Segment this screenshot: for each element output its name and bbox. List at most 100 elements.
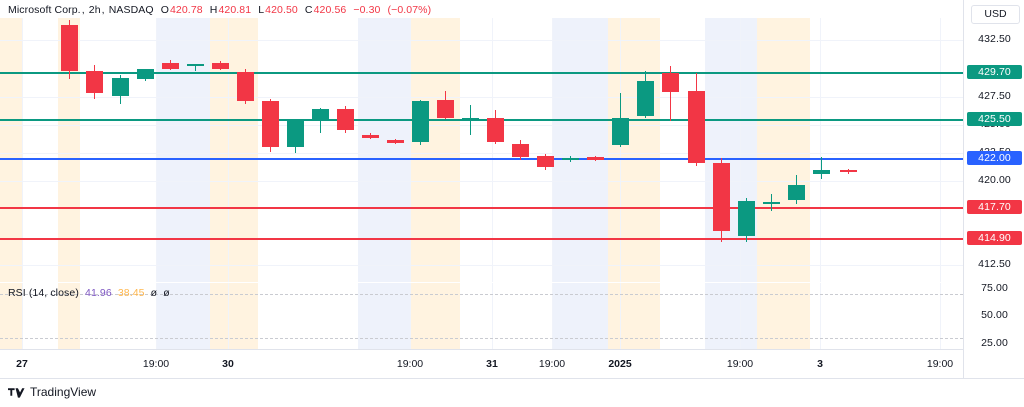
gridline-vertical xyxy=(620,283,621,349)
gridline-vertical xyxy=(820,283,821,349)
candle-body xyxy=(186,64,204,67)
candlestick[interactable] xyxy=(787,18,805,282)
currency-badge[interactable]: USD xyxy=(971,5,1020,24)
candle-wick xyxy=(195,64,196,71)
rsi-title[interactable]: RSI (14, close) xyxy=(8,287,79,299)
candlestick[interactable] xyxy=(111,18,129,282)
gridline-vertical xyxy=(410,283,411,349)
gridline-horizontal xyxy=(0,153,963,154)
gridline-vertical xyxy=(940,18,941,282)
candle-body xyxy=(461,117,479,120)
candle-body xyxy=(561,158,579,161)
candlestick[interactable] xyxy=(486,18,504,282)
candlestick[interactable] xyxy=(85,18,103,282)
candle-body xyxy=(536,156,554,168)
rsi-band-line xyxy=(0,338,963,339)
candlestick[interactable] xyxy=(336,18,354,282)
candle-wick xyxy=(670,66,671,122)
candle-body xyxy=(286,120,304,148)
candlestick[interactable] xyxy=(311,18,329,282)
price-level-line[interactable] xyxy=(0,158,963,160)
candlestick[interactable] xyxy=(261,18,279,282)
candlestick[interactable] xyxy=(411,18,429,282)
price-level-line[interactable] xyxy=(0,207,963,209)
price-level-tag[interactable]: 425.50 xyxy=(967,112,1022,127)
gridline-horizontal xyxy=(0,181,963,182)
price-chart-pane[interactable] xyxy=(0,18,963,282)
chart-legend[interactable]: Microsoft Corp., 2h, NASDAQ O420.78 H420… xyxy=(8,4,432,16)
candle-wick xyxy=(821,157,822,179)
price-level-line[interactable] xyxy=(0,238,963,240)
legend-open-value: 420.78 xyxy=(169,4,203,16)
candlestick[interactable] xyxy=(712,18,730,282)
session-band xyxy=(210,283,258,349)
price-level-line[interactable] xyxy=(0,72,963,74)
legend-close-label: C xyxy=(304,4,313,16)
candlestick[interactable] xyxy=(561,18,579,282)
gridline-horizontal xyxy=(0,265,963,266)
session-band xyxy=(0,18,22,282)
candlestick[interactable] xyxy=(687,18,705,282)
candlestick[interactable] xyxy=(762,18,780,282)
candlestick[interactable] xyxy=(611,18,629,282)
price-level-tag[interactable]: 429.70 xyxy=(967,64,1022,79)
candlestick[interactable] xyxy=(361,18,379,282)
price-level-tag[interactable]: 417.70 xyxy=(967,199,1022,214)
candle-body xyxy=(762,202,780,205)
candle-body xyxy=(411,101,429,142)
time-tick-label: 19:00 xyxy=(926,358,954,370)
candle-body xyxy=(161,62,179,69)
candlestick[interactable] xyxy=(186,18,204,282)
candle-body xyxy=(486,117,504,142)
candlestick[interactable] xyxy=(636,18,654,282)
candlestick[interactable] xyxy=(586,18,604,282)
rsi-value: 41.96 xyxy=(85,287,112,299)
candlestick[interactable] xyxy=(136,18,154,282)
session-band xyxy=(22,18,58,282)
candlestick[interactable] xyxy=(386,18,404,282)
candlestick[interactable] xyxy=(812,18,830,282)
tradingview-logo[interactable]: TradingView xyxy=(8,385,96,399)
candlestick[interactable] xyxy=(236,18,254,282)
price-level-tag[interactable]: 422.00 xyxy=(967,151,1022,166)
candle-body xyxy=(712,162,730,232)
candle-body xyxy=(511,143,529,158)
time-scale[interactable]: 27 19:00 30 19:00 31 19:00 2025 19:00 3 19:00 xyxy=(0,349,963,379)
legend-high-value: 420.81 xyxy=(218,4,252,16)
price-scale[interactable]: USD 432.50427.50425.00422.50420.00412.50… xyxy=(963,0,1024,406)
time-tick-label: 30 xyxy=(222,358,234,370)
candle-body xyxy=(586,157,604,160)
candlestick[interactable] xyxy=(60,18,78,282)
rsi-indicator-pane[interactable] xyxy=(0,283,963,349)
session-band xyxy=(705,283,757,349)
legend-symbol[interactable]: Microsoft Corp. xyxy=(8,4,81,16)
legend-change: −0.30 xyxy=(353,4,381,16)
candlestick[interactable] xyxy=(436,18,454,282)
time-tick-label: 19:00 xyxy=(726,358,754,370)
candlestick[interactable] xyxy=(286,18,304,282)
candle-body xyxy=(636,80,654,116)
session-band xyxy=(757,283,810,349)
time-tick-label: 2025 xyxy=(608,358,632,370)
candlestick[interactable] xyxy=(461,18,479,282)
candlestick[interactable] xyxy=(839,18,857,282)
candlestick[interactable] xyxy=(161,18,179,282)
candle-body xyxy=(236,71,254,102)
rsi-legend[interactable]: RSI (14, close) 41.96 38.45 ø ø xyxy=(8,287,170,299)
bottom-bar: TradingView xyxy=(0,378,1024,407)
candlestick[interactable] xyxy=(661,18,679,282)
candle-body xyxy=(611,117,629,145)
tradingview-brand-text: TradingView xyxy=(30,385,97,399)
gridline-vertical xyxy=(552,283,553,349)
price-level-tag[interactable]: 414.90 xyxy=(967,231,1022,246)
price-level-line[interactable] xyxy=(0,119,963,121)
legend-change-percent: (−0.07%) xyxy=(387,4,432,16)
candlestick[interactable] xyxy=(737,18,755,282)
candlestick[interactable] xyxy=(211,18,229,282)
legend-interval[interactable]: 2h xyxy=(88,4,101,16)
candlestick[interactable] xyxy=(511,18,529,282)
candle-body xyxy=(687,91,705,163)
session-band xyxy=(460,283,512,349)
candlestick[interactable] xyxy=(536,18,554,282)
gridline-vertical xyxy=(228,18,229,282)
